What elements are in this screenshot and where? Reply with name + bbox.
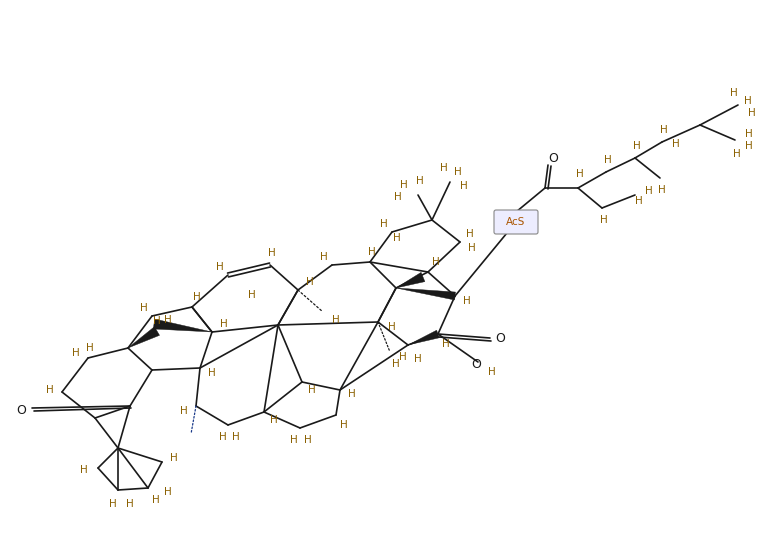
Text: H: H — [488, 367, 496, 377]
Text: O: O — [495, 331, 505, 344]
Text: H: H — [600, 215, 608, 225]
Text: H: H — [604, 155, 612, 165]
Text: H: H — [164, 315, 172, 325]
Text: H: H — [745, 141, 753, 151]
Text: H: H — [466, 229, 474, 239]
Text: H: H — [460, 181, 468, 191]
Text: H: H — [46, 385, 54, 395]
Text: H: H — [80, 465, 88, 475]
Text: H: H — [126, 499, 134, 509]
Text: H: H — [380, 219, 388, 229]
Text: H: H — [635, 196, 643, 206]
Text: H: H — [219, 432, 227, 442]
Text: H: H — [368, 247, 376, 257]
Text: H: H — [152, 495, 160, 505]
Text: H: H — [308, 385, 316, 395]
Text: H: H — [733, 149, 741, 159]
Text: H: H — [658, 185, 666, 195]
Text: H: H — [414, 354, 422, 364]
Text: H: H — [463, 296, 471, 306]
Text: H: H — [645, 186, 653, 196]
Text: H: H — [340, 420, 348, 430]
Text: H: H — [416, 176, 424, 186]
Text: H: H — [86, 343, 94, 353]
Text: H: H — [248, 290, 256, 300]
Text: H: H — [468, 243, 476, 253]
Text: H: H — [442, 339, 450, 349]
Text: H: H — [332, 315, 340, 325]
Text: H: H — [440, 163, 448, 173]
Text: H: H — [232, 432, 240, 442]
Text: H: H — [454, 167, 462, 177]
Polygon shape — [396, 272, 425, 288]
FancyBboxPatch shape — [494, 210, 538, 234]
Polygon shape — [153, 319, 212, 332]
Text: H: H — [290, 435, 298, 445]
Text: H: H — [432, 257, 440, 267]
Text: H: H — [745, 129, 753, 139]
Polygon shape — [408, 330, 439, 345]
Text: H: H — [268, 248, 276, 258]
Text: H: H — [164, 487, 172, 497]
Text: H: H — [320, 252, 328, 262]
Text: H: H — [304, 435, 312, 445]
Polygon shape — [396, 288, 456, 300]
Text: H: H — [270, 415, 278, 425]
Text: H: H — [576, 169, 584, 179]
Text: H: H — [393, 233, 401, 243]
Text: H: H — [220, 319, 228, 329]
Text: H: H — [153, 316, 161, 326]
Text: O: O — [548, 152, 558, 165]
Text: H: H — [180, 406, 188, 416]
Text: H: H — [72, 348, 80, 358]
Text: H: H — [193, 292, 201, 302]
Polygon shape — [128, 327, 160, 348]
Text: H: H — [744, 96, 752, 106]
Text: H: H — [348, 389, 356, 399]
Text: H: H — [399, 352, 407, 362]
Text: H: H — [216, 262, 224, 272]
Text: AcS: AcS — [506, 217, 526, 227]
Text: H: H — [208, 368, 216, 378]
Text: H: H — [140, 303, 148, 313]
Text: H: H — [672, 139, 680, 149]
Text: H: H — [660, 125, 668, 135]
Text: H: H — [392, 359, 400, 369]
Text: H: H — [170, 453, 178, 463]
Text: H: H — [394, 192, 402, 202]
Text: H: H — [388, 322, 396, 332]
Text: H: H — [400, 180, 408, 190]
Text: H: H — [633, 141, 641, 151]
Text: H: H — [730, 88, 738, 98]
Text: O: O — [16, 404, 26, 416]
Text: H: H — [748, 108, 756, 118]
Text: H: H — [306, 277, 314, 287]
Text: O: O — [471, 357, 481, 371]
Text: H: H — [109, 499, 117, 509]
